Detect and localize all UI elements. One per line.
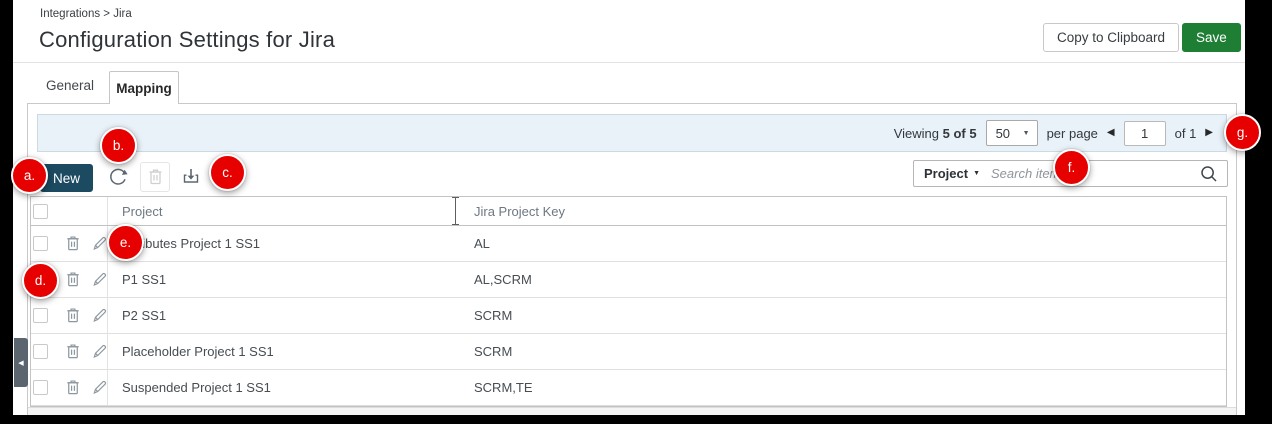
new-button[interactable]: New [40, 164, 93, 192]
prev-page-icon[interactable]: ◀ [1106, 127, 1115, 138]
row-checkbox[interactable] [33, 308, 48, 323]
callout-badge-g: g. [1224, 114, 1261, 151]
project-cell: Suspended Project 1 SS1 [122, 380, 271, 395]
breadcrumb[interactable]: Integrations > Jira [40, 8, 132, 20]
column-header-jira-key[interactable]: Jira Project Key [474, 203, 566, 219]
search-icon[interactable] [1199, 164, 1219, 184]
header-actions-cell [31, 197, 108, 225]
table-row: Placeholder Project 1 SS1 SCRM [31, 334, 1226, 370]
tab-mapping[interactable]: Mapping [109, 71, 179, 104]
row-actions-cell [31, 370, 108, 405]
jira-key-cell: AL,SCRM [474, 272, 532, 287]
callout-badge-b: b. [100, 127, 137, 164]
search-filter-select[interactable]: Project ▼ [924, 166, 980, 181]
edit-pencil-icon[interactable] [91, 235, 108, 252]
project-cell: P1 SS1 [122, 272, 167, 287]
import-button[interactable] [177, 163, 205, 191]
jira-key-cell: SCRM [474, 344, 513, 359]
table-header-row: Project Jira Project Key [31, 197, 1226, 226]
viewing-label: Viewing [893, 125, 939, 141]
edit-pencil-icon[interactable] [91, 379, 108, 396]
column-resize-handle[interactable] [452, 197, 459, 225]
page-size-select[interactable]: 50 ▼ [985, 120, 1038, 146]
page-title: Configuration Settings for Jira [39, 27, 336, 52]
header-divider [13, 62, 1245, 63]
copy-to-clipboard-button[interactable]: Copy to Clipboard [1043, 23, 1180, 52]
trash-icon [146, 167, 165, 187]
next-page-icon[interactable]: ▶ [1205, 127, 1213, 138]
callout-badge-a: a. [11, 157, 48, 194]
callout-badge-f: f. [1053, 149, 1090, 186]
table-row: P2 SS1 SCRM [31, 298, 1226, 334]
row-actions-cell [31, 334, 108, 369]
edit-pencil-icon[interactable] [91, 271, 108, 288]
project-cell: Attributes Project 1 SS1 [122, 236, 261, 251]
trash-icon[interactable] [64, 342, 82, 361]
delete-button-disabled [140, 162, 170, 192]
pager-bar: Viewing 5 of 5 50 ▼ per page ◀ of 1 ▶ [37, 114, 1227, 152]
mapping-table: Project Jira Project Key Attributes Proj… [30, 196, 1227, 407]
trash-icon[interactable] [64, 378, 82, 397]
edit-pencil-icon[interactable] [91, 343, 108, 360]
jira-key-cell: AL [474, 236, 490, 251]
sidebar-collapse-handle[interactable]: ◀ [14, 338, 28, 387]
frame-bottom [0, 415, 1272, 424]
select-all-checkbox[interactable] [33, 203, 48, 219]
chevron-down-icon: ▼ [973, 170, 981, 177]
save-button[interactable]: Save [1182, 23, 1241, 52]
viewing-text: Viewing 5 of 5 [894, 126, 977, 141]
callout-badge-e: e. [107, 224, 144, 261]
row-actions-cell [31, 226, 108, 261]
trash-icon[interactable] [64, 270, 82, 289]
row-actions-cell [31, 298, 108, 333]
edit-pencil-icon[interactable] [91, 307, 108, 324]
per-page-label: per page [1046, 125, 1098, 141]
of-pages-label: of 1 [1174, 125, 1197, 141]
page-size-value: 50 [995, 125, 1011, 141]
jira-key-cell: SCRM [474, 308, 513, 323]
grid-footer-stub [28, 407, 1236, 416]
search-filter-label: Project [924, 166, 969, 181]
table-row: P1 SS1 AL,SCRM [31, 262, 1226, 298]
table-row: Suspended Project 1 SS1 SCRM,TE [31, 370, 1226, 406]
project-cell: P2 SS1 [122, 308, 167, 323]
refresh-button[interactable] [104, 163, 132, 191]
search-input[interactable] [989, 165, 1199, 182]
trash-icon[interactable] [64, 234, 82, 253]
row-checkbox[interactable] [33, 344, 48, 359]
tab-general[interactable]: General [46, 78, 95, 93]
callout-badge-d: d. [22, 262, 59, 299]
row-checkbox[interactable] [33, 236, 48, 251]
chevron-left-icon: ◀ [18, 359, 24, 367]
refresh-icon [106, 165, 130, 189]
download-icon [179, 165, 203, 189]
table-row: Attributes Project 1 SS1 AL [31, 226, 1226, 262]
jira-key-cell: SCRM,TE [474, 380, 533, 395]
page-number-input[interactable] [1123, 120, 1166, 146]
viewing-count: 5 of 5 [942, 125, 977, 141]
trash-icon[interactable] [64, 306, 82, 325]
row-checkbox[interactable] [33, 380, 48, 395]
frame-right [1245, 0, 1272, 424]
project-cell: Placeholder Project 1 SS1 [122, 344, 274, 359]
column-header-project[interactable]: Project [122, 203, 163, 219]
chevron-down-icon: ▼ [1022, 129, 1030, 137]
callout-badge-c: c. [209, 154, 246, 191]
frame-left [0, 0, 13, 424]
